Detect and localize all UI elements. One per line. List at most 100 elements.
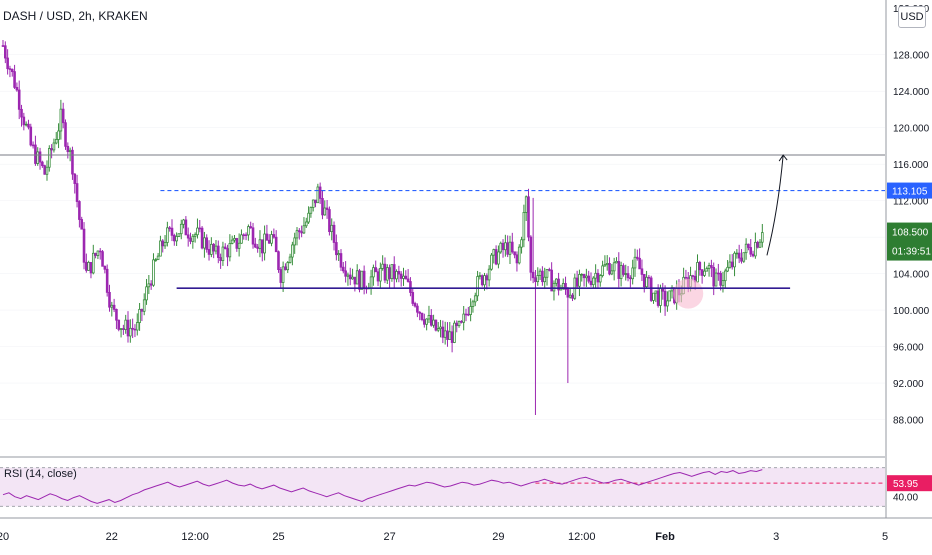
candle-body [323,207,327,216]
candle-body [492,249,496,256]
candle-body [228,243,232,258]
candle-body [761,232,764,243]
candle-body [423,319,426,325]
candle-body [66,145,70,153]
candle-body [473,295,477,303]
candle-body [703,270,706,276]
candle-body [200,227,204,249]
candle-body [346,274,350,277]
rsi-band [0,467,885,507]
candle-body [730,261,734,268]
time-tick-label: 12:00 [181,531,209,543]
rsi-value-label: 53.95 [893,479,918,490]
candle-body [538,270,542,276]
arrow-head [778,154,788,162]
candle-body [728,261,732,268]
rsi-title: RSI (14, close) [4,468,77,480]
candle-body [112,304,116,310]
candle-body [328,209,331,233]
candle-body [517,246,521,264]
currency-button[interactable]: USD [898,6,926,28]
candle-body [184,219,188,236]
candle-body [647,276,651,279]
candle-body [548,269,551,271]
candle-body [631,267,634,280]
candle-body [43,165,46,175]
candle-body [147,283,151,288]
candle-body [274,236,278,253]
candle-body [258,239,262,249]
candle-body [166,227,169,243]
candle-body [520,239,523,248]
candle-body [179,223,183,235]
candle-body [615,261,618,264]
symbol-title: DASH / USD, 2h, KRAKEN [3,9,148,23]
candle-body [4,45,7,59]
candle-body [311,199,315,208]
candle-body [603,264,607,267]
candle-body [126,319,130,337]
candle-body [235,238,239,249]
candle-body [571,294,574,299]
candle-body [735,252,739,255]
candle-body [749,247,753,255]
candle-body [191,235,195,242]
candle-body [536,275,540,283]
candle-body [295,230,299,239]
candle-body [594,272,597,279]
price-tick-label: 112.000 [893,197,929,208]
candle-body [348,274,352,280]
candle-body [189,237,192,242]
candle-body [124,319,127,330]
candle-body [610,270,614,275]
candle-body [205,237,209,250]
candle-body [638,257,641,270]
candle-body [309,207,313,214]
candle-body [629,277,632,280]
candle-body [622,265,625,275]
candle-body [122,328,125,330]
candle-body [173,234,176,242]
candle-body [154,259,158,261]
candle-body [101,251,104,267]
candle-body [719,272,722,286]
candle-body [314,199,317,204]
candle-body [48,148,51,168]
candle-body [24,123,28,126]
candle-body [355,270,359,285]
candle-body [198,227,202,230]
candle-body [54,139,58,144]
candle-body [642,274,646,288]
candle-body [140,308,144,312]
candle-body [293,237,296,246]
candle-body [212,243,215,252]
candle-body [737,252,741,259]
last-price-tag [887,222,932,261]
candle-body [210,243,213,255]
candle-body [193,234,197,237]
rsi-line [2,469,763,504]
candle-body [402,275,405,279]
price-tick-label: 96.000 [893,343,924,354]
candle-body [45,166,49,175]
candle-body [29,126,33,146]
candle-body [649,277,653,301]
candle-body [78,201,81,220]
candle-body [395,271,398,280]
candle-body [152,259,155,286]
candle-body [448,331,452,340]
candle-body [372,267,375,278]
time-tick-label: 22 [106,531,118,543]
candle-body [34,144,37,164]
candle-body [267,239,271,244]
candle-body [254,243,257,248]
candle-body [291,244,294,258]
candle-body [288,256,292,263]
candle-body [754,241,757,257]
time-tick-label: 5 [882,531,888,543]
candle-body [22,116,26,126]
candle-body [596,272,600,283]
candle-body [457,321,461,327]
